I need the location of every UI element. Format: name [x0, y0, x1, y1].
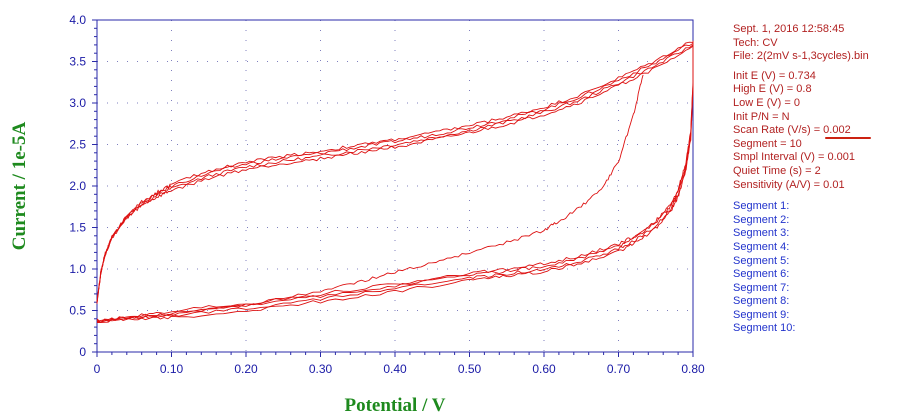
x-axis-title: Potential / V	[345, 395, 446, 415]
info-file: File: 2(2mV s-1,3cycles).bin	[733, 50, 869, 63]
axis-ticks	[92, 19, 694, 357]
info-tech: Tech: CV	[733, 36, 778, 49]
segment-list-item: Segment 6:	[733, 268, 790, 281]
segment-list-item: Segment 4:	[733, 240, 790, 253]
cv-trace-anodic	[96, 43, 694, 304]
segment-list-item: Segment 7:	[733, 281, 790, 294]
y-tick-label: 1.0	[69, 262, 86, 276]
segment-list-item: Segment 9:	[733, 308, 790, 321]
y-tick-label: 4.0	[69, 13, 86, 27]
y-tick-label: 2.5	[69, 138, 86, 152]
segment-list-item: Segment 2:	[733, 213, 790, 226]
segment-list-item: Segment 8:	[733, 295, 790, 308]
experiment-info-panel: Sept. 1, 2016 12:58:45 Tech: CV File: 2(…	[733, 23, 898, 336]
cv-plot: 0 0.10 0.20 0.30 0.40 0.50 0.60 0.70 0.80 0 0.5 1.…	[9, 13, 705, 415]
info-date: Sept. 1, 2016 12:58:45	[733, 23, 845, 35]
info-high-e: High E (V) = 0.8	[733, 83, 812, 96]
info-smpl-interval: Smpl Interval (V) = 0.001	[733, 151, 855, 164]
x-tick-label: 0.20	[234, 362, 258, 376]
info-quiet-time: Quiet Time (s) = 2	[733, 164, 821, 177]
info-segment: Segment = 10	[733, 137, 802, 150]
info-scan-rate: Scan Rate (V/s) = 0.002	[733, 124, 851, 137]
cv-trace-anodic	[96, 44, 694, 302]
info-sensitivity: Sensitivity (A/V) = 0.01	[733, 178, 845, 191]
x-tick-label: 0.60	[532, 362, 556, 376]
segment-list-item: Segment 3:	[733, 227, 790, 240]
x-tick-label: 0.70	[607, 362, 631, 376]
y-tick-label: 3.5	[69, 55, 86, 69]
info-init-e: Init E (V) = 0.734	[733, 69, 816, 82]
segment-list-item: Segment 10:	[733, 322, 796, 335]
segment-list-item: Segment 1:	[733, 200, 790, 213]
y-tick-label: 3.0	[69, 96, 86, 110]
cv-trace-cathodic	[96, 80, 694, 323]
cv-trace-anodic	[96, 41, 694, 303]
x-tick-label: 0.40	[383, 362, 407, 376]
cv-trace-cathodic	[97, 88, 694, 323]
y-tick-label: 2.0	[69, 179, 86, 193]
cv-trace-first-cycle	[96, 74, 644, 322]
cv-trace-anodic	[96, 45, 694, 303]
y-axis-title: Current / 1e-5A	[9, 122, 30, 251]
x-tick-label: 0.50	[458, 362, 482, 376]
x-tick-label: 0	[94, 362, 101, 376]
info-low-e: Low E (V) = 0	[733, 96, 800, 109]
scan-rate-highlight-underline	[825, 137, 871, 139]
segment-list: Segment 1: Segment 2: Segment 3: Segment 4:…	[733, 200, 898, 336]
y-tick-labels: 0 0.5 1.0 1.5 2.0 2.5 3.0 3.5 4.0	[69, 13, 86, 359]
x-tick-label: 0.30	[309, 362, 333, 376]
segment-list-item: Segment 5:	[733, 254, 790, 267]
cv-curves	[96, 40, 694, 323]
y-tick-label: 0	[79, 345, 86, 359]
info-init-pn: Init P/N = N	[733, 110, 790, 123]
x-tick-label: 0.80	[681, 362, 705, 376]
x-tick-label: 0.10	[160, 362, 184, 376]
x-tick-labels: 0 0.10 0.20 0.30 0.40 0.50 0.60 0.70 0.80	[94, 362, 705, 376]
y-tick-label: 1.5	[69, 221, 86, 235]
y-tick-label: 0.5	[69, 304, 86, 318]
